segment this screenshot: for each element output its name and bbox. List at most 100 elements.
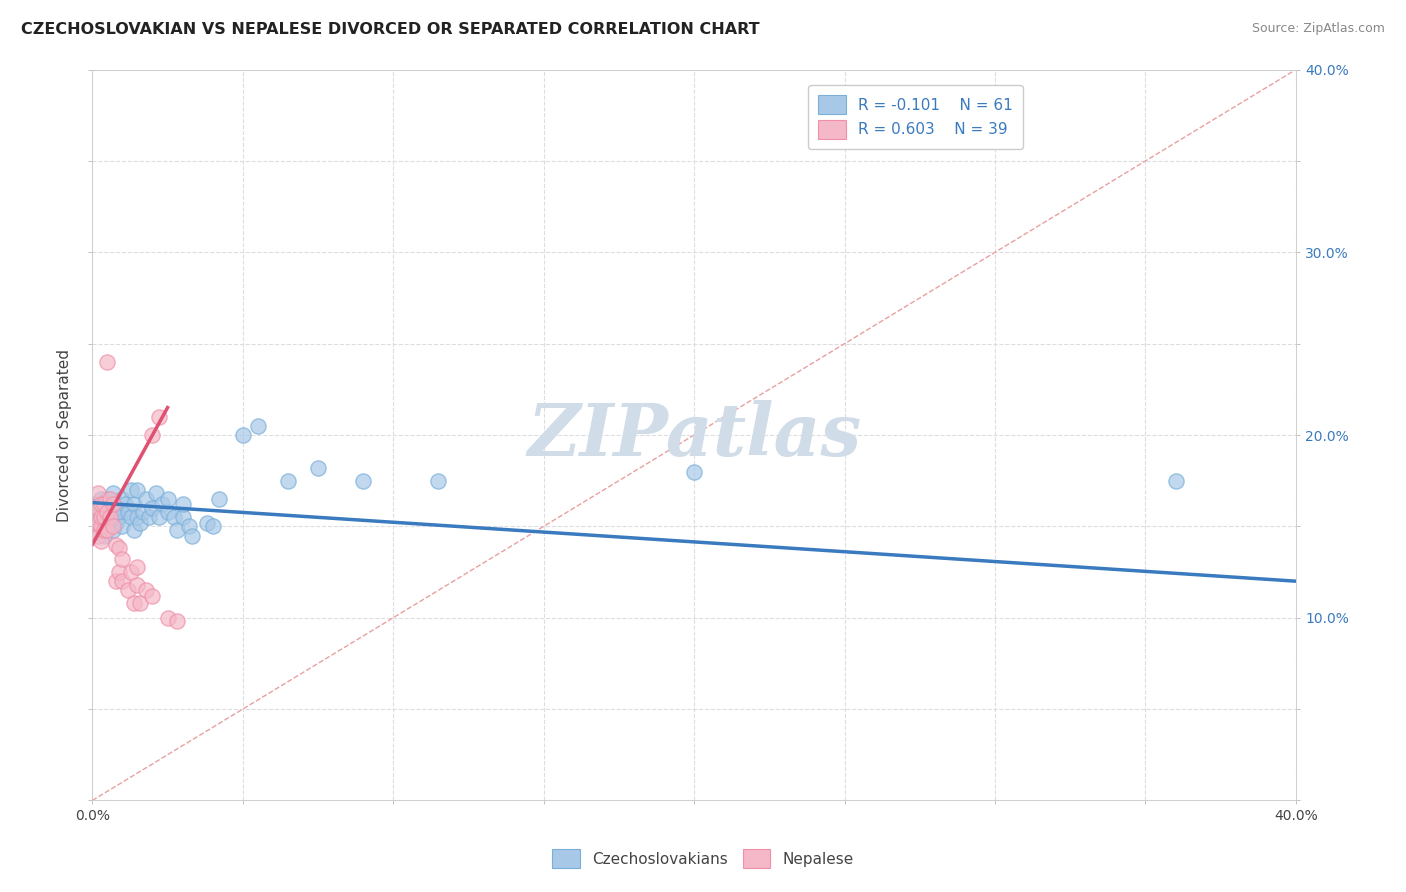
Point [352, 474, 374, 488]
Point [180, 528, 202, 542]
Point [132, 505, 155, 519]
Point [172, 498, 194, 512]
Point [127, 483, 149, 497]
Point [166, 523, 188, 537]
Point [96, 491, 118, 506]
Point [307, 461, 329, 475]
Point [103, 510, 125, 524]
Point [96, 523, 118, 537]
Point [141, 501, 163, 516]
Point [90, 516, 112, 530]
Point [111, 491, 134, 506]
Point [114, 498, 136, 512]
Point [93, 501, 115, 516]
Point [156, 505, 179, 519]
Point [96, 519, 118, 533]
Point [246, 418, 269, 433]
Point [120, 510, 142, 524]
Legend: Czechoslovakians, Nepalese: Czechoslovakians, Nepalese [544, 841, 862, 875]
Point [84, 523, 107, 537]
Point [127, 510, 149, 524]
Point [148, 409, 170, 424]
Point [117, 583, 139, 598]
Point [127, 559, 149, 574]
Point [105, 501, 128, 516]
Point [156, 491, 179, 506]
Point [90, 491, 112, 506]
Point [277, 474, 299, 488]
Point [103, 498, 125, 512]
Point [87, 519, 110, 533]
Point [87, 516, 110, 530]
Point [111, 519, 134, 533]
Point [90, 510, 112, 524]
Point [232, 428, 254, 442]
Point [108, 510, 131, 524]
Point [120, 483, 142, 497]
Point [201, 519, 224, 533]
Point [124, 596, 146, 610]
Point [138, 510, 160, 524]
Point [100, 510, 122, 524]
Point [208, 491, 231, 506]
Point [683, 465, 706, 479]
Point [129, 516, 152, 530]
Point [172, 510, 194, 524]
Point [87, 501, 110, 516]
Point [103, 523, 125, 537]
Point [87, 501, 110, 516]
Point [90, 498, 112, 512]
Point [90, 533, 112, 548]
Point [111, 552, 134, 566]
Text: ZIPatlas: ZIPatlas [527, 400, 862, 470]
Point [103, 486, 125, 500]
Point [87, 528, 110, 542]
Point [90, 519, 112, 533]
Point [117, 505, 139, 519]
Point [108, 541, 131, 556]
Point [166, 615, 188, 629]
Point [100, 498, 122, 512]
Point [93, 510, 115, 524]
Point [100, 491, 122, 506]
Point [111, 574, 134, 589]
Point [93, 498, 115, 512]
Point [124, 498, 146, 512]
Legend: R = -0.101    N = 61, R = 0.603    N = 39: R = -0.101 N = 61, R = 0.603 N = 39 [807, 85, 1024, 149]
Point [90, 501, 112, 516]
Point [141, 428, 163, 442]
Point [90, 523, 112, 537]
Point [195, 516, 218, 530]
Point [93, 510, 115, 524]
Point [124, 523, 146, 537]
Point [127, 578, 149, 592]
Point [96, 505, 118, 519]
Point [84, 498, 107, 512]
Point [100, 510, 122, 524]
Point [96, 505, 118, 519]
Point [148, 510, 170, 524]
Point [156, 611, 179, 625]
Point [93, 528, 115, 542]
Point [105, 574, 128, 589]
Point [103, 519, 125, 533]
Point [108, 565, 131, 579]
Point [162, 510, 184, 524]
Point [105, 538, 128, 552]
Point [87, 486, 110, 500]
Point [84, 505, 107, 519]
Point [135, 583, 157, 598]
Y-axis label: Divorced or Separated: Divorced or Separated [58, 349, 72, 522]
Point [427, 474, 450, 488]
Text: Source: ZipAtlas.com: Source: ZipAtlas.com [1251, 22, 1385, 36]
Point [141, 589, 163, 603]
Point [84, 505, 107, 519]
Point [135, 491, 157, 506]
Text: CZECHOSLOVAKIAN VS NEPALESE DIVORCED OR SEPARATED CORRELATION CHART: CZECHOSLOVAKIAN VS NEPALESE DIVORCED OR … [21, 22, 759, 37]
Point [84, 516, 107, 530]
Point [96, 355, 118, 369]
Point [93, 523, 115, 537]
Point [87, 510, 110, 524]
Point [177, 519, 200, 533]
Point [150, 498, 173, 512]
